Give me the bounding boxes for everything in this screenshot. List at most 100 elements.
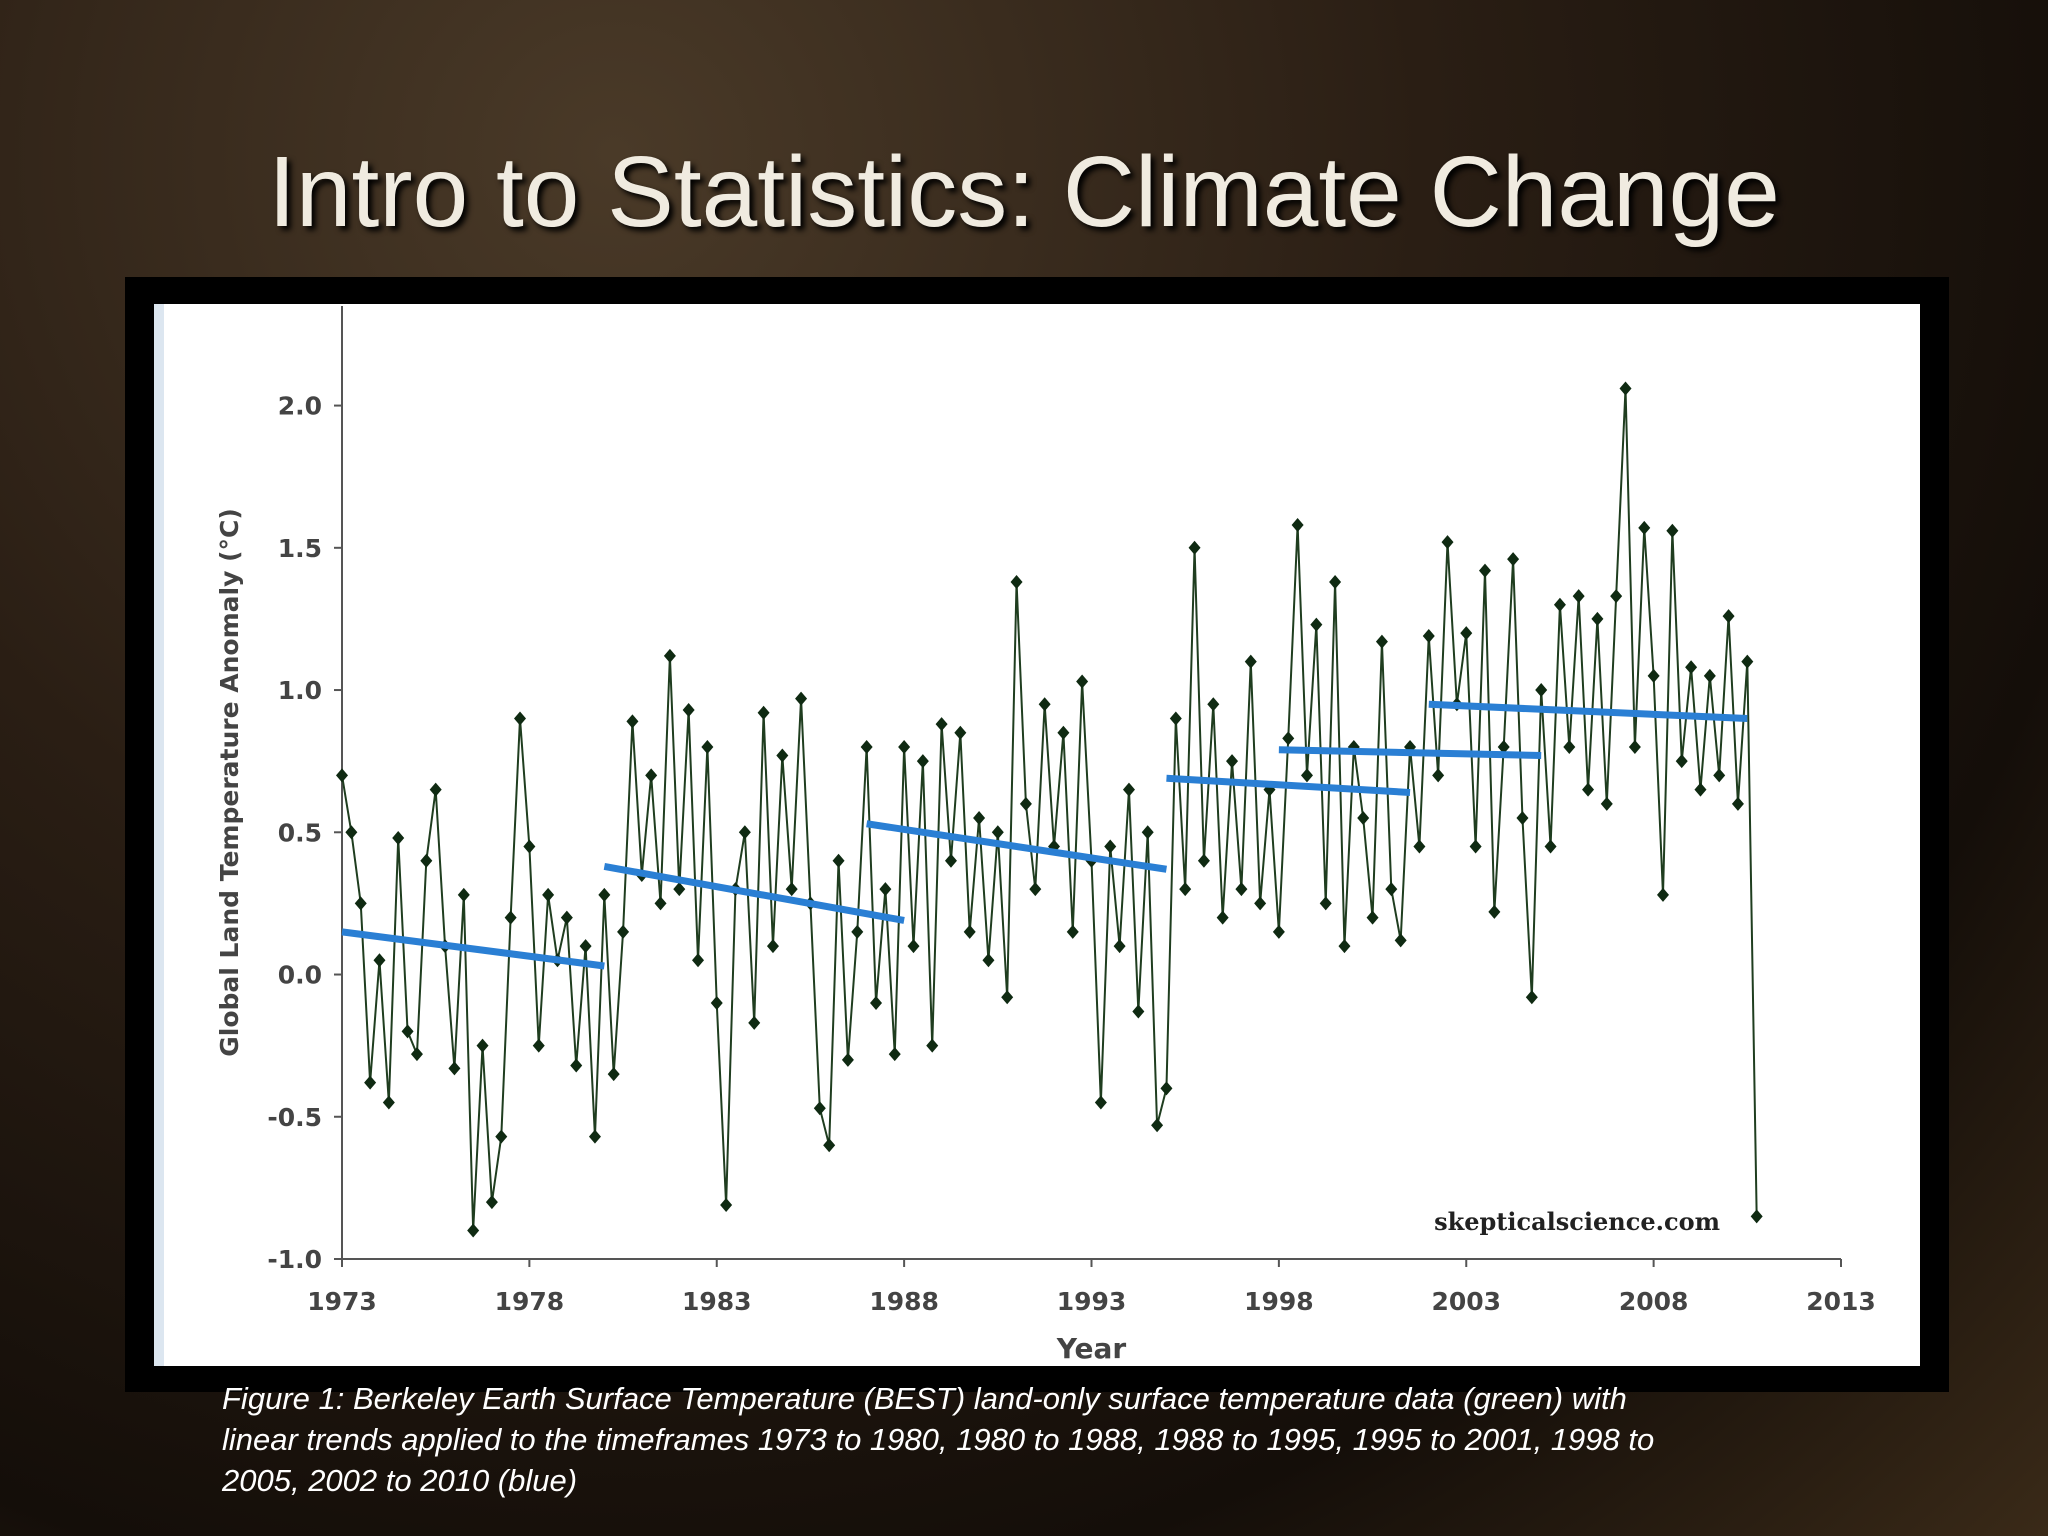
data-point bbox=[1244, 654, 1257, 669]
data-point bbox=[1366, 910, 1379, 925]
data-point bbox=[354, 896, 367, 911]
data-point bbox=[1282, 731, 1295, 746]
y-tick-label: 1.5 bbox=[278, 534, 322, 563]
trend-line bbox=[1428, 700, 1748, 722]
data-point bbox=[588, 1129, 601, 1144]
data-point bbox=[1469, 839, 1482, 854]
data-point bbox=[1300, 768, 1313, 783]
data-point bbox=[888, 1047, 901, 1062]
data-point bbox=[870, 995, 883, 1010]
data-point bbox=[1572, 589, 1585, 604]
data-point bbox=[1188, 540, 1201, 555]
data-point bbox=[879, 882, 892, 897]
data-point bbox=[1666, 523, 1679, 538]
data-point bbox=[1001, 990, 1014, 1005]
data-point bbox=[476, 1038, 489, 1053]
data-point bbox=[1535, 683, 1548, 698]
data-point bbox=[1628, 739, 1641, 754]
data-point bbox=[1507, 552, 1520, 567]
data-point bbox=[429, 782, 442, 797]
data-point bbox=[457, 887, 470, 902]
data-point bbox=[654, 896, 667, 911]
data-point bbox=[1413, 839, 1426, 854]
data-point bbox=[1478, 563, 1491, 578]
data-point bbox=[1722, 609, 1735, 624]
data-point bbox=[523, 839, 536, 854]
data-point bbox=[1094, 1095, 1107, 1110]
data-point bbox=[392, 830, 405, 845]
trend-line bbox=[866, 820, 1167, 873]
data-point bbox=[766, 939, 779, 954]
data-point bbox=[748, 1015, 761, 1030]
plot-background bbox=[154, 304, 1920, 1366]
data-point bbox=[542, 887, 555, 902]
data-point bbox=[336, 768, 348, 783]
data-point bbox=[1179, 882, 1192, 897]
data-point bbox=[898, 739, 911, 754]
trend-line bbox=[603, 862, 905, 924]
data-point bbox=[1750, 1209, 1763, 1224]
data-point bbox=[1338, 939, 1351, 954]
data-point bbox=[963, 924, 976, 939]
data-point bbox=[663, 648, 676, 663]
data-point bbox=[682, 702, 695, 717]
trend-line bbox=[341, 928, 605, 970]
data-point bbox=[701, 739, 714, 754]
trend-line bbox=[1166, 774, 1411, 796]
data-point bbox=[1151, 1118, 1164, 1133]
data-point bbox=[532, 1038, 545, 1053]
data-point bbox=[607, 1067, 620, 1082]
data-point bbox=[757, 705, 770, 720]
annotation: skepticalscience.com bbox=[1434, 1207, 1720, 1236]
data-point bbox=[1638, 520, 1651, 535]
x-tick-label: 1978 bbox=[495, 1287, 565, 1316]
data-point bbox=[1647, 668, 1660, 683]
y-tick-label: 0.0 bbox=[278, 961, 322, 990]
y-tick-label: -1.0 bbox=[267, 1245, 322, 1274]
data-point bbox=[514, 711, 527, 726]
data-point bbox=[345, 825, 358, 840]
data-point bbox=[692, 953, 705, 968]
data-point bbox=[1104, 839, 1117, 854]
y-tick-label: 0.5 bbox=[278, 818, 322, 847]
data-point bbox=[1460, 626, 1473, 641]
slide-title: Intro to Statistics: Climate Change bbox=[268, 136, 1780, 248]
y-tick-label: 2.0 bbox=[278, 392, 322, 421]
y-tick-label: 1.0 bbox=[278, 676, 322, 705]
data-point bbox=[1010, 574, 1023, 589]
data-point bbox=[935, 717, 948, 732]
data-point bbox=[1169, 711, 1182, 726]
caption-line: 2005, 2002 to 2010 (blue) bbox=[222, 1463, 578, 1498]
data-point bbox=[785, 882, 798, 897]
data-point bbox=[1226, 754, 1239, 769]
caption-line: Figure 1: Berkeley Earth Surface Tempera… bbox=[222, 1381, 1627, 1416]
data-point bbox=[598, 887, 611, 902]
data-point bbox=[1731, 796, 1744, 811]
data-point bbox=[1132, 1004, 1145, 1019]
data-point bbox=[1197, 853, 1210, 868]
data-point bbox=[467, 1223, 480, 1238]
data-point bbox=[1319, 896, 1332, 911]
x-tick-label: 2003 bbox=[1431, 1287, 1501, 1316]
x-axis-label: Year bbox=[1056, 1332, 1127, 1365]
data-point bbox=[1291, 518, 1304, 533]
x-tick-label: 2013 bbox=[1806, 1287, 1876, 1316]
data-point bbox=[626, 714, 639, 729]
y-tick-label: -0.5 bbox=[267, 1103, 322, 1132]
data-point bbox=[1385, 882, 1398, 897]
data-point bbox=[1610, 589, 1623, 604]
x-tick-label: 1983 bbox=[682, 1287, 752, 1316]
data-point bbox=[617, 924, 630, 939]
data-point bbox=[832, 853, 845, 868]
data-point bbox=[495, 1129, 508, 1144]
data-point bbox=[1685, 660, 1698, 675]
x-tick-label: 1988 bbox=[869, 1287, 939, 1316]
data-point bbox=[851, 924, 864, 939]
data-point bbox=[860, 739, 873, 754]
trend-line bbox=[1278, 746, 1542, 759]
data-point bbox=[448, 1061, 461, 1076]
data-point bbox=[1029, 882, 1042, 897]
data-point bbox=[710, 995, 723, 1010]
edge-strip bbox=[154, 304, 164, 1366]
